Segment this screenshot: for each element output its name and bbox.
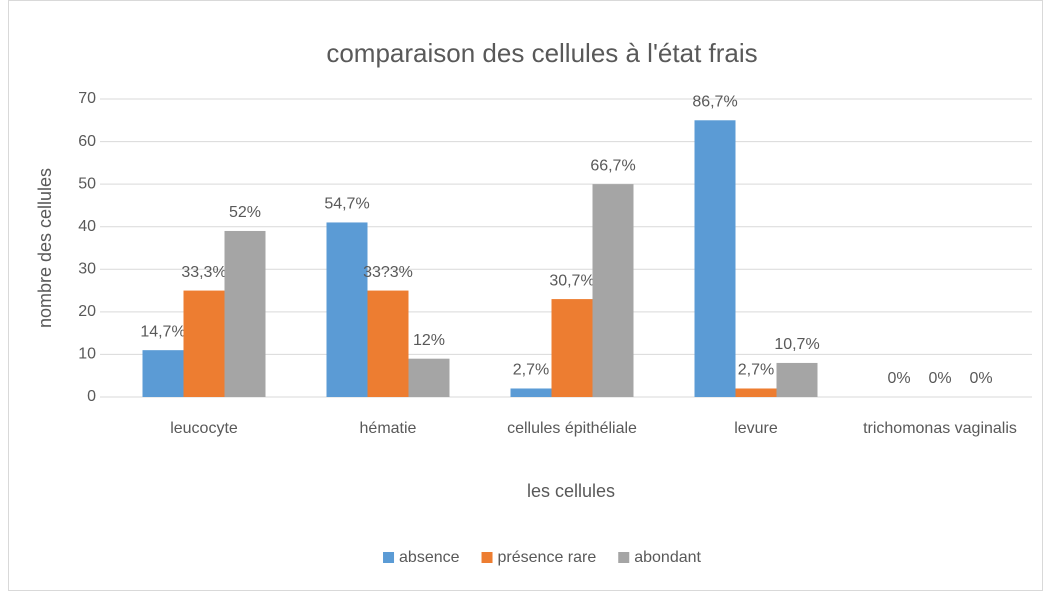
data-label: 33,3% xyxy=(181,264,226,281)
bar xyxy=(183,290,225,397)
legend-label: abondant xyxy=(634,549,701,566)
data-label: 54,7% xyxy=(324,196,369,213)
data-label: 12% xyxy=(413,332,445,349)
data-label: 30,7% xyxy=(549,272,594,289)
bar xyxy=(367,290,409,397)
y-axis-title: nombre des cellules xyxy=(35,168,55,328)
data-label: 10,7% xyxy=(774,336,819,353)
y-tick-label: 30 xyxy=(78,261,96,278)
y-tick-label: 60 xyxy=(78,133,96,150)
bar xyxy=(326,222,368,397)
y-tick-label: 20 xyxy=(78,303,96,320)
legend-swatch xyxy=(618,552,630,563)
data-label: 0% xyxy=(969,370,992,387)
bar xyxy=(408,358,450,397)
data-label: 2,7% xyxy=(738,362,774,379)
bar xyxy=(142,350,184,397)
data-label: 52% xyxy=(229,204,261,221)
x-tick-label: leucocyte xyxy=(170,420,238,437)
data-label: 86,7% xyxy=(692,94,737,111)
bar xyxy=(592,184,634,397)
y-tick-label: 0 xyxy=(87,388,96,405)
bar xyxy=(776,362,818,397)
data-label: 2,7% xyxy=(513,362,549,379)
legend-swatch xyxy=(481,552,493,563)
x-tick-label: cellules épithéliale xyxy=(507,420,637,437)
x-tick-label: trichomonas vaginalis xyxy=(863,420,1017,437)
y-tick-label: 10 xyxy=(78,346,96,363)
legend-label: absence xyxy=(399,549,460,566)
legend-swatch xyxy=(383,552,395,563)
data-label: 0% xyxy=(928,370,951,387)
chart-title: comparaison des cellules à l'état frais xyxy=(326,38,757,68)
data-label: 66,7% xyxy=(590,157,635,174)
bar xyxy=(735,388,777,397)
bar xyxy=(510,388,552,397)
chart-frame xyxy=(8,0,1043,591)
y-tick-label: 40 xyxy=(78,218,96,235)
y-tick-label: 50 xyxy=(78,175,96,192)
y-tick-label: 70 xyxy=(78,90,96,107)
x-tick-label: hématie xyxy=(359,420,417,437)
x-axis-title: les cellules xyxy=(527,481,615,501)
bar xyxy=(551,299,593,397)
data-label: 33?3% xyxy=(363,264,413,281)
data-label: 14,7% xyxy=(140,323,185,340)
data-label: 0% xyxy=(887,370,910,387)
bar xyxy=(224,230,266,397)
legend-label: présence rare xyxy=(498,549,597,566)
bar xyxy=(694,120,736,398)
x-tick-label: levure xyxy=(734,420,778,437)
